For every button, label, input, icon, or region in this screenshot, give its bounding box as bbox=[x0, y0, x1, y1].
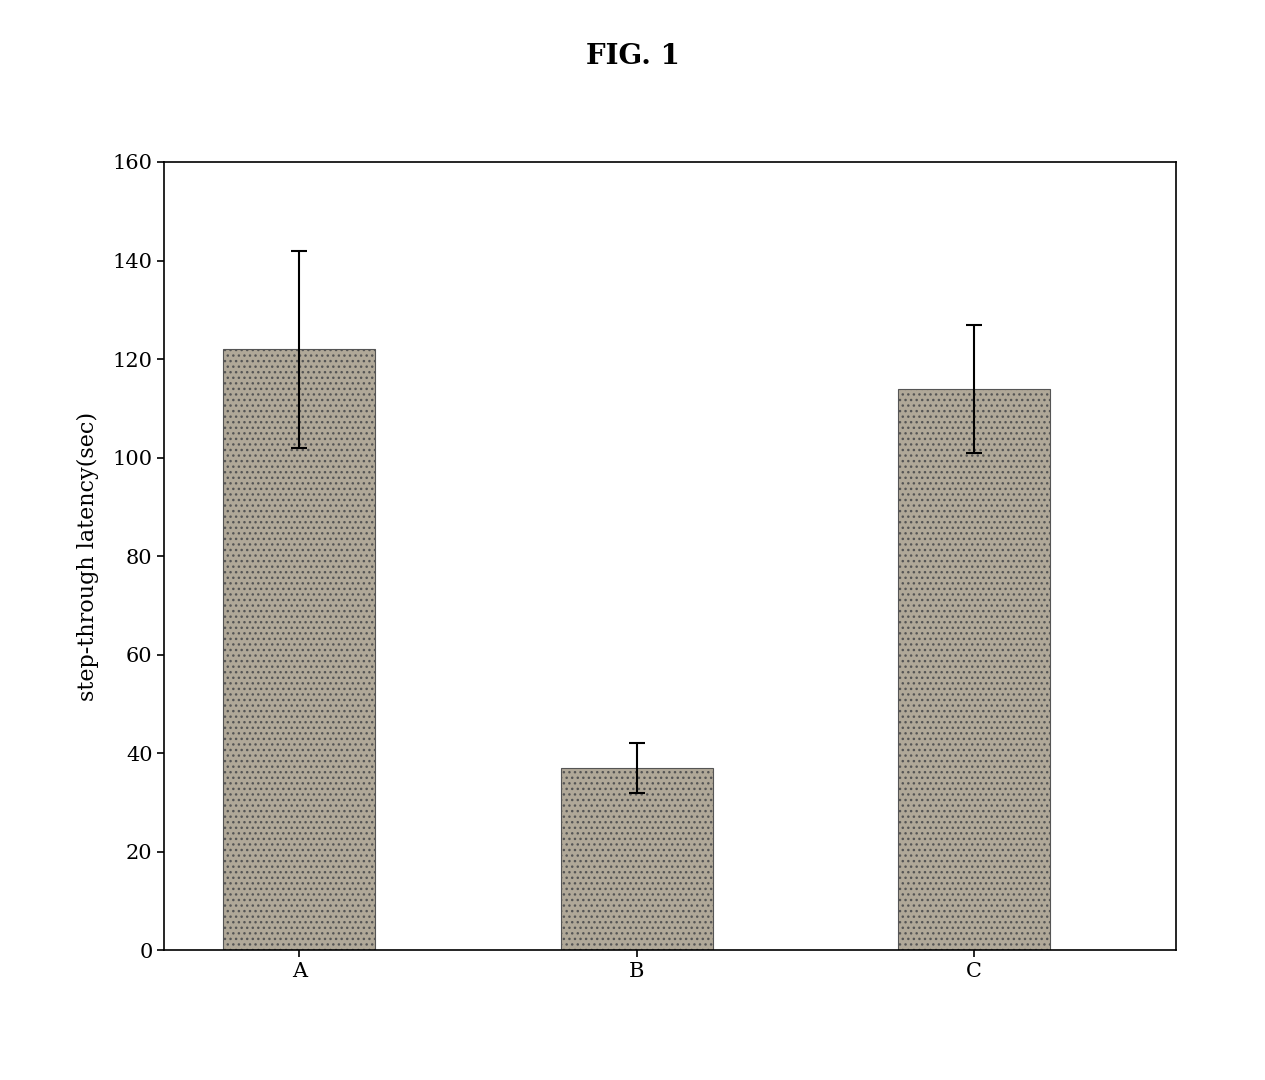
Bar bbox=[560, 768, 712, 950]
Bar bbox=[898, 389, 1050, 950]
Y-axis label: step-through latency(sec): step-through latency(sec) bbox=[77, 411, 99, 701]
Text: FIG. 1: FIG. 1 bbox=[586, 43, 679, 70]
Bar bbox=[224, 349, 376, 950]
